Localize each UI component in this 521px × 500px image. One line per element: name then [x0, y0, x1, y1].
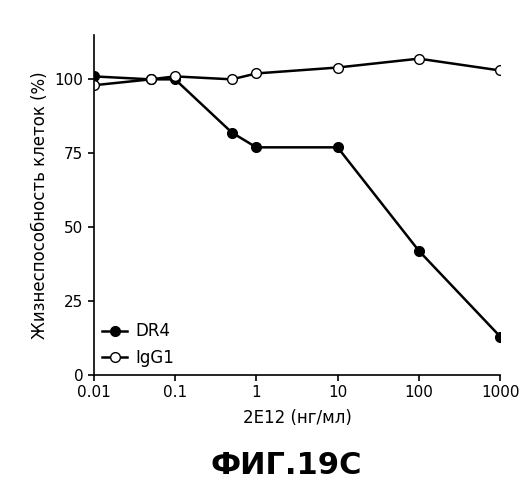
Line: DR4: DR4 [89, 72, 505, 342]
IgG1 [416, 56, 422, 62]
X-axis label: 2E12 (нг/мл): 2E12 (нг/мл) [243, 409, 351, 427]
IgG1 [91, 82, 97, 88]
DR4 [416, 248, 422, 254]
IgG1 [172, 74, 178, 80]
Text: ФИГ.19С: ФИГ.19С [211, 450, 362, 480]
DR4 [229, 130, 235, 136]
Y-axis label: Жизнеспособность клеток (%): Жизнеспособность клеток (%) [31, 71, 49, 339]
IgG1 [497, 68, 503, 73]
DR4 [172, 76, 178, 82]
DR4 [91, 74, 97, 80]
DR4 [147, 76, 154, 82]
DR4 [253, 144, 259, 150]
Legend: DR4, IgG1: DR4, IgG1 [102, 322, 175, 366]
IgG1 [229, 76, 235, 82]
DR4 [334, 144, 341, 150]
Line: IgG1: IgG1 [89, 54, 505, 90]
DR4 [497, 334, 503, 340]
IgG1 [253, 70, 259, 76]
IgG1 [147, 76, 154, 82]
IgG1 [334, 64, 341, 70]
